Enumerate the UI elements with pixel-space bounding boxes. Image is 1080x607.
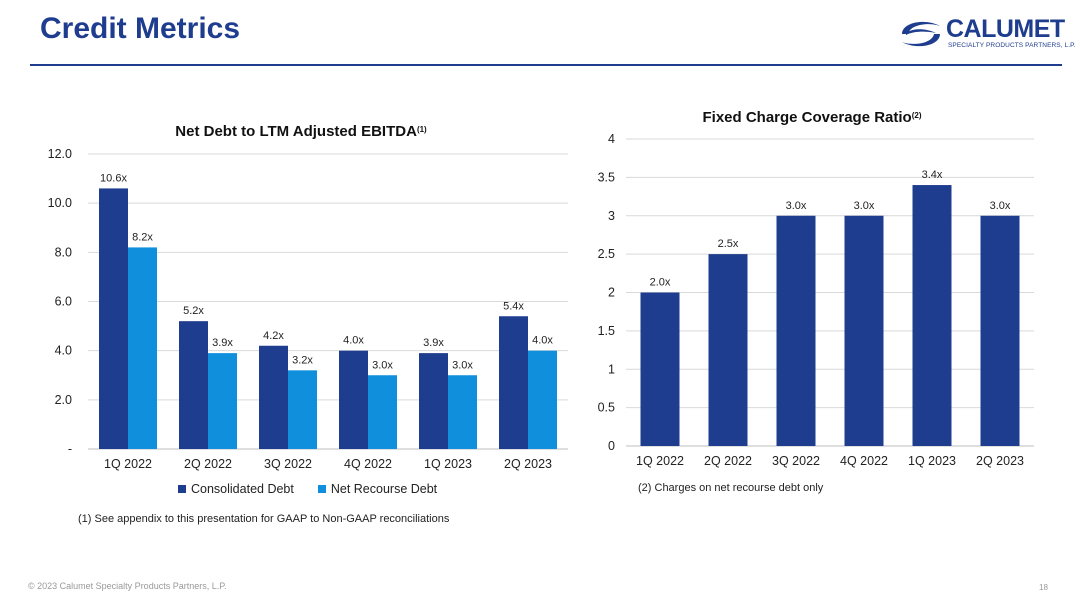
bar [776, 215, 816, 446]
bar [912, 185, 952, 447]
fixed-charge-chart: Fixed Charge Coverage Ratio(2) 0 0.5 1 1.5 2 2… [598, 109, 1034, 468]
data-label: 3.0x [452, 359, 473, 371]
page-number: 18 [1039, 583, 1048, 592]
data-label: 3.9x [212, 337, 233, 349]
legend-item-consolidated: Consolidated Debt [178, 482, 294, 496]
bar [844, 215, 884, 446]
data-label: 2.0x [650, 277, 671, 289]
bar [499, 316, 528, 449]
x-tick-label: 1Q 2023 [424, 457, 472, 471]
y-tick-label: 8.0 [55, 245, 72, 259]
chart-title-footnote-mark: (1) [417, 125, 427, 134]
y-tick-label: 3 [608, 209, 615, 223]
x-tick-label: 3Q 2022 [772, 454, 820, 468]
data-label: 3.0x [372, 359, 393, 371]
bar [179, 321, 208, 449]
bar [128, 247, 157, 449]
data-label: 8.2x [132, 231, 153, 243]
bar [259, 345, 288, 449]
bar [980, 215, 1020, 446]
bar [368, 375, 397, 449]
bar [708, 254, 748, 446]
y-tick-label: 4 [608, 132, 615, 146]
x-tick-label: 2Q 2023 [976, 454, 1024, 468]
data-label: 5.4x [503, 300, 524, 312]
bar [419, 353, 448, 449]
data-label: 3.9x [423, 337, 444, 349]
x-tick-label: 2Q 2022 [184, 457, 232, 471]
bar [448, 375, 477, 449]
data-label: 4.0x [343, 335, 364, 347]
footnote-right: (2) Charges on net recourse debt only [638, 482, 824, 494]
data-label: 3.0x [854, 200, 875, 212]
legend-swatch-recourse [317, 485, 326, 493]
legend-item-recourse: Net Recourse Debt [317, 482, 438, 496]
y-tick-label: 4.0 [55, 344, 72, 358]
y-tick-label: 12.0 [48, 147, 72, 161]
data-label: 5.2x [183, 305, 204, 317]
bar [208, 353, 237, 449]
page-title: Credit Metrics [40, 12, 241, 45]
legend-swatch-consolidated [178, 485, 186, 493]
y-tick-label: 2 [608, 286, 615, 300]
x-tick-label: 2Q 2022 [704, 454, 752, 468]
logo-text: CALUMET [946, 15, 1065, 43]
x-tick-label: 1Q 2022 [636, 454, 684, 468]
bar [528, 350, 557, 449]
data-label: 10.6x [100, 172, 127, 184]
legend-label-consolidated: Consolidated Debt [191, 482, 294, 496]
y-tick-label: 6.0 [55, 295, 72, 309]
legend-label-recourse: Net Recourse Debt [330, 482, 438, 496]
y-tick-label: 2.0 [55, 393, 72, 407]
y-tick-label: 2.5 [598, 247, 615, 261]
data-label: 4.2x [263, 330, 284, 342]
chart-title: Fixed Charge Coverage Ratio(2) [702, 109, 921, 126]
y-tick-label: - [68, 442, 72, 456]
copyright-footer: © 2023 Calumet Specialty Products Partne… [28, 581, 227, 591]
bar [640, 292, 680, 446]
logo-swirl-icon [902, 21, 940, 47]
y-tick-label: 3.5 [598, 170, 615, 184]
logo-subtext: SPECIALTY PRODUCTS PARTNERS, L.P. [948, 42, 1076, 49]
bar [288, 370, 317, 449]
x-tick-label: 4Q 2022 [840, 454, 888, 468]
y-tick-label: 1 [608, 362, 615, 376]
chart-title-footnote-mark: (2) [912, 111, 922, 120]
bar [339, 350, 368, 449]
chart-title: Net Debt to LTM Adjusted EBITDA(1) [175, 123, 427, 140]
title-divider [30, 64, 1062, 66]
footnote-left: (1) See appendix to this presentation fo… [78, 513, 450, 525]
y-tick-label: 0.5 [598, 401, 615, 415]
net-debt-chart: Net Debt to LTM Adjusted EBITDA(1) - 2.0 4.… [48, 123, 568, 471]
y-tick-label: 0 [608, 439, 615, 453]
x-tick-label: 4Q 2022 [344, 457, 392, 471]
y-tick-label: 10.0 [48, 196, 72, 210]
x-tick-label: 1Q 2023 [908, 454, 956, 468]
data-label: 3.0x [786, 200, 807, 212]
data-label: 3.4x [922, 169, 943, 181]
data-label: 3.0x [990, 200, 1011, 212]
x-tick-label: 2Q 2023 [504, 457, 552, 471]
x-tick-label: 1Q 2022 [104, 457, 152, 471]
chart-legend: Consolidated Debt Net Recourse Debt [178, 482, 437, 496]
y-tick-label: 1.5 [598, 324, 615, 338]
x-tick-label: 3Q 2022 [264, 457, 312, 471]
data-label: 2.5x [718, 238, 739, 250]
data-label: 3.2x [292, 354, 313, 366]
data-label: 4.0x [532, 335, 553, 347]
bar [99, 188, 128, 449]
company-logo: CALUMET SPECIALTY PRODUCTS PARTNERS, L.P… [896, 14, 1076, 54]
